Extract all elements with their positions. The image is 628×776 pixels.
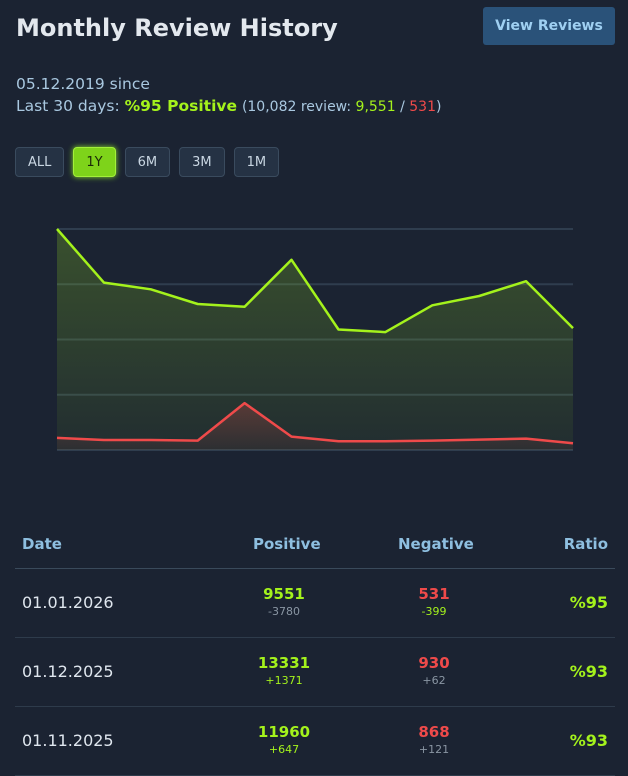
row-positive: 11960 +647 bbox=[224, 707, 344, 756]
negative-delta: +62 bbox=[422, 674, 446, 687]
negative-series-area bbox=[57, 403, 573, 450]
negative-data-point[interactable] bbox=[98, 434, 110, 446]
last-30-days-label: Last 30 days: bbox=[16, 97, 120, 115]
row-ratio: %95 bbox=[569, 593, 608, 612]
review-count-prefix: (10,082 review: bbox=[241, 99, 352, 115]
range-1y-button[interactable]: 1Y bbox=[73, 147, 116, 177]
view-reviews-button[interactable]: View Reviews bbox=[483, 7, 615, 45]
positive-data-point[interactable] bbox=[520, 275, 532, 287]
row-ratio: %93 bbox=[569, 662, 608, 681]
negative-value: 868 bbox=[418, 723, 450, 741]
positive-value: 11960 bbox=[257, 723, 311, 741]
count-separator: / bbox=[400, 99, 405, 115]
negative-data-point[interactable] bbox=[520, 433, 532, 445]
header-positive[interactable]: Positive bbox=[253, 535, 321, 553]
positive-count: 9,551 bbox=[355, 99, 396, 115]
header-ratio[interactable]: Ratio bbox=[563, 535, 608, 553]
positive-series-area bbox=[57, 229, 573, 450]
range-all-button[interactable]: ALL bbox=[15, 147, 65, 177]
negative-value: 531 bbox=[418, 585, 450, 603]
row-negative: 531 -399 bbox=[374, 569, 494, 618]
positive-value: 9551 bbox=[263, 585, 305, 603]
positive-data-point[interactable] bbox=[332, 323, 344, 335]
negative-delta: +121 bbox=[418, 743, 450, 756]
table-row: 01.12.2025 13331 +1371 930 +62 %93 bbox=[15, 638, 615, 707]
negative-data-point[interactable] bbox=[332, 435, 344, 447]
page-title: Monthly Review History bbox=[16, 14, 338, 42]
header-negative[interactable]: Negative bbox=[398, 535, 474, 553]
negative-data-point[interactable] bbox=[379, 435, 391, 447]
negative-data-point[interactable] bbox=[286, 431, 298, 443]
positive-series-line bbox=[56, 228, 574, 334]
positive-data-point[interactable] bbox=[239, 301, 251, 313]
row-positive: 13331 +1371 bbox=[224, 638, 344, 687]
table-row: 01.01.2026 9551 -3780 531 -399 %95 bbox=[15, 569, 615, 638]
negative-delta: -399 bbox=[421, 605, 447, 618]
positive-data-point[interactable] bbox=[192, 298, 204, 310]
row-negative: 930 +62 bbox=[374, 638, 494, 687]
range-1m-button[interactable]: 1M bbox=[233, 147, 280, 177]
header: Monthly Review History View Reviews bbox=[16, 7, 615, 50]
positive-data-point[interactable] bbox=[98, 277, 110, 289]
table-row: 01.11.2025 11960 +647 868 +121 %93 bbox=[15, 707, 615, 776]
range-3m-button[interactable]: 3M bbox=[179, 147, 225, 177]
positive-data-point[interactable] bbox=[286, 254, 298, 266]
range-selector: ALL 1Y 6M 3M 1M bbox=[15, 147, 280, 177]
positive-data-point[interactable] bbox=[567, 322, 579, 334]
negative-data-point[interactable] bbox=[145, 434, 157, 446]
positive-data-point[interactable] bbox=[473, 290, 485, 302]
row-ratio: %93 bbox=[569, 731, 608, 750]
negative-data-point[interactable] bbox=[192, 435, 204, 447]
count-close: ) bbox=[436, 99, 442, 115]
negative-count: 531 bbox=[409, 99, 436, 115]
positive-delta: -3780 bbox=[268, 605, 300, 618]
row-date: 01.11.2025 bbox=[22, 731, 114, 750]
positive-delta: +647 bbox=[268, 743, 300, 756]
positive-percent: %95 Positive bbox=[124, 97, 237, 115]
header-date[interactable]: Date bbox=[22, 535, 62, 553]
negative-value: 930 bbox=[418, 654, 450, 672]
last-30-days-summary: Last 30 days: %95 Positive (10,082 revie… bbox=[16, 97, 441, 115]
negative-data-point[interactable] bbox=[239, 397, 251, 409]
negative-data-point[interactable] bbox=[51, 432, 63, 444]
positive-data-point[interactable] bbox=[426, 299, 438, 311]
negative-series-line bbox=[56, 401, 574, 445]
table-header: Date Positive Negative Ratio bbox=[15, 522, 615, 569]
row-positive: 9551 -3780 bbox=[224, 569, 344, 618]
negative-data-point[interactable] bbox=[567, 437, 579, 449]
negative-data-point[interactable] bbox=[473, 434, 485, 446]
since-date: 05.12.2019 since bbox=[16, 75, 150, 93]
review-history-chart bbox=[51, 223, 579, 451]
negative-data-point[interactable] bbox=[426, 435, 438, 447]
positive-delta: +1371 bbox=[265, 674, 303, 687]
row-negative: 868 +121 bbox=[374, 707, 494, 756]
positive-value: 13331 bbox=[257, 654, 311, 672]
range-6m-button[interactable]: 6M bbox=[124, 147, 171, 177]
review-table: Date Positive Negative Ratio 01.01.2026 … bbox=[15, 522, 615, 776]
positive-data-point[interactable] bbox=[51, 223, 63, 235]
row-date: 01.12.2025 bbox=[22, 662, 114, 681]
positive-data-point[interactable] bbox=[379, 326, 391, 338]
row-date: 01.01.2026 bbox=[22, 593, 114, 612]
review-count-breakdown: (10,082 review: 9,551 / 531) bbox=[242, 99, 442, 115]
positive-data-point[interactable] bbox=[145, 283, 157, 295]
